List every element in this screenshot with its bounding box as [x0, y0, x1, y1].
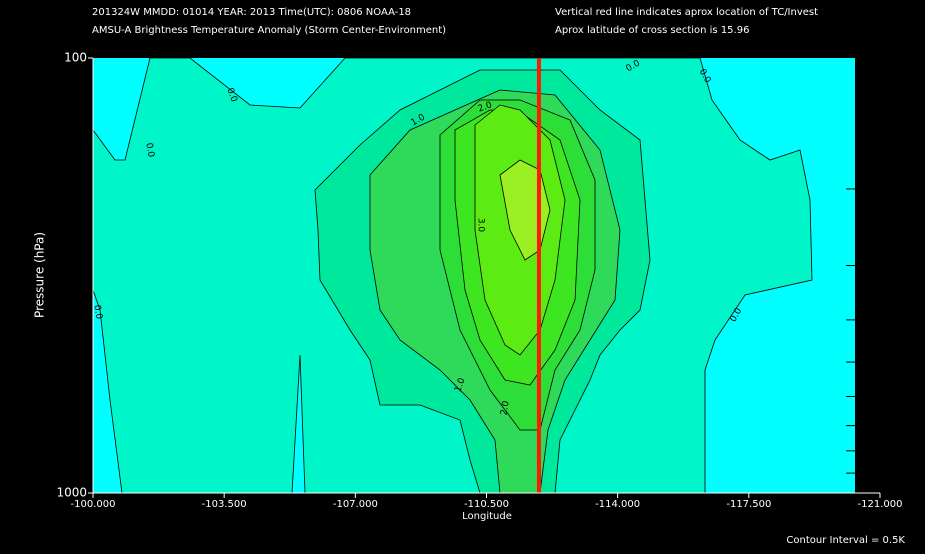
note: Aprox latitude of cross section is 15.96 [555, 25, 749, 36]
contour-label: 2.0 [499, 400, 511, 416]
contour-label: 1.0 [453, 376, 467, 393]
x-axis-label: Longitude [462, 511, 512, 522]
note: Vertical red line indicates aprox locati… [555, 7, 818, 18]
footer: Contour Interval = 0.5K [786, 535, 905, 546]
x-tick-label: -110.500 [464, 499, 509, 510]
contour-label: 2.0 [477, 100, 494, 114]
y-tick-label: 1000 [56, 486, 87, 500]
title-line: 201324W MMDD: 01014 YEAR: 2013 Time(UTC)… [92, 7, 411, 18]
contour-label: 0.0 [91, 304, 103, 320]
x-tick-label: -100.000 [71, 499, 116, 510]
contour-label: 3.0 [476, 218, 486, 233]
x-tick-label: -114.000 [595, 499, 640, 510]
y-axis-label: Pressure (hPa) [33, 232, 47, 318]
x-tick-label: -121.000 [858, 499, 903, 510]
y-tick-label: 100 [64, 51, 87, 65]
contour-label: 0.0 [143, 142, 155, 158]
x-tick-label: -107.000 [333, 499, 378, 510]
contour-label: 0.0 [224, 87, 238, 104]
title-line: AMSU-A Brightness Temperature Anomaly (S… [92, 25, 446, 36]
x-tick-label: -103.500 [202, 499, 247, 510]
x-tick-label: -117.500 [726, 499, 771, 510]
